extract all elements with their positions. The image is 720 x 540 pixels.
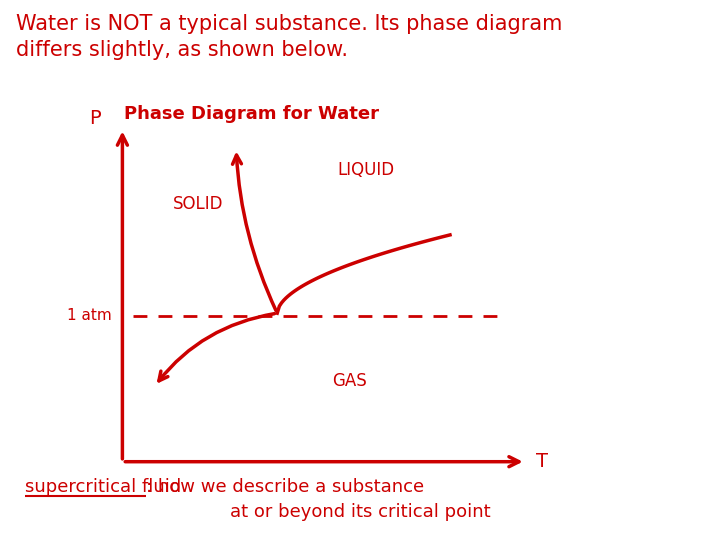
Text: Phase Diagram for Water: Phase Diagram for Water [125,105,379,123]
Text: : how we describe a substance: : how we describe a substance [146,478,424,496]
Text: 1 atm: 1 atm [67,308,112,323]
Text: Water is NOT a typical substance. Its phase diagram: Water is NOT a typical substance. Its ph… [16,14,562,33]
Text: LIQUID: LIQUID [337,161,395,179]
Text: P: P [89,109,101,129]
Text: GAS: GAS [332,372,366,390]
Text: supercritical fluid: supercritical fluid [25,478,181,496]
Text: at or beyond its critical point: at or beyond its critical point [230,503,490,521]
Text: T: T [536,452,549,471]
Text: SOLID: SOLID [173,195,223,213]
Text: differs slightly, as shown below.: differs slightly, as shown below. [16,40,348,60]
